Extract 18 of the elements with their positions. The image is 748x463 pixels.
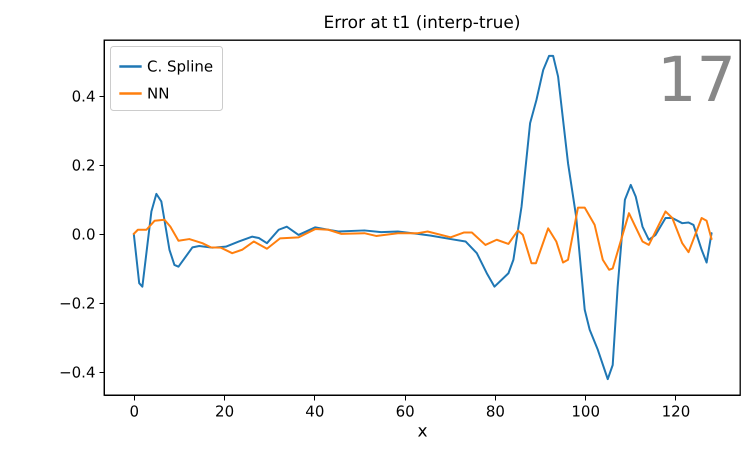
annotation: 17 [657,43,736,116]
x-tick-label: 120 [662,402,690,420]
y-tick-label: 0.4 [72,87,96,106]
x-axis-title: x [417,422,428,442]
x-tick-label: 20 [215,402,234,420]
legend-label: NN [147,84,170,102]
x-tick-label: 80 [486,402,505,420]
y-tick-label: −0.2 [59,294,96,312]
legend-label: C. Spline [147,58,214,76]
y-tick-label: 0.2 [72,156,96,174]
x-tick-label: 40 [305,402,324,420]
y-tick-label: 0.0 [72,225,96,244]
x-tick-label: 100 [571,402,600,420]
x-tick-label: 60 [396,402,415,420]
line-series [132,206,713,271]
x-tick-label: 0 [130,402,140,420]
y-tick-label: −0.4 [59,363,96,382]
chart-title: Error at t1 (interp-true) [324,13,520,33]
